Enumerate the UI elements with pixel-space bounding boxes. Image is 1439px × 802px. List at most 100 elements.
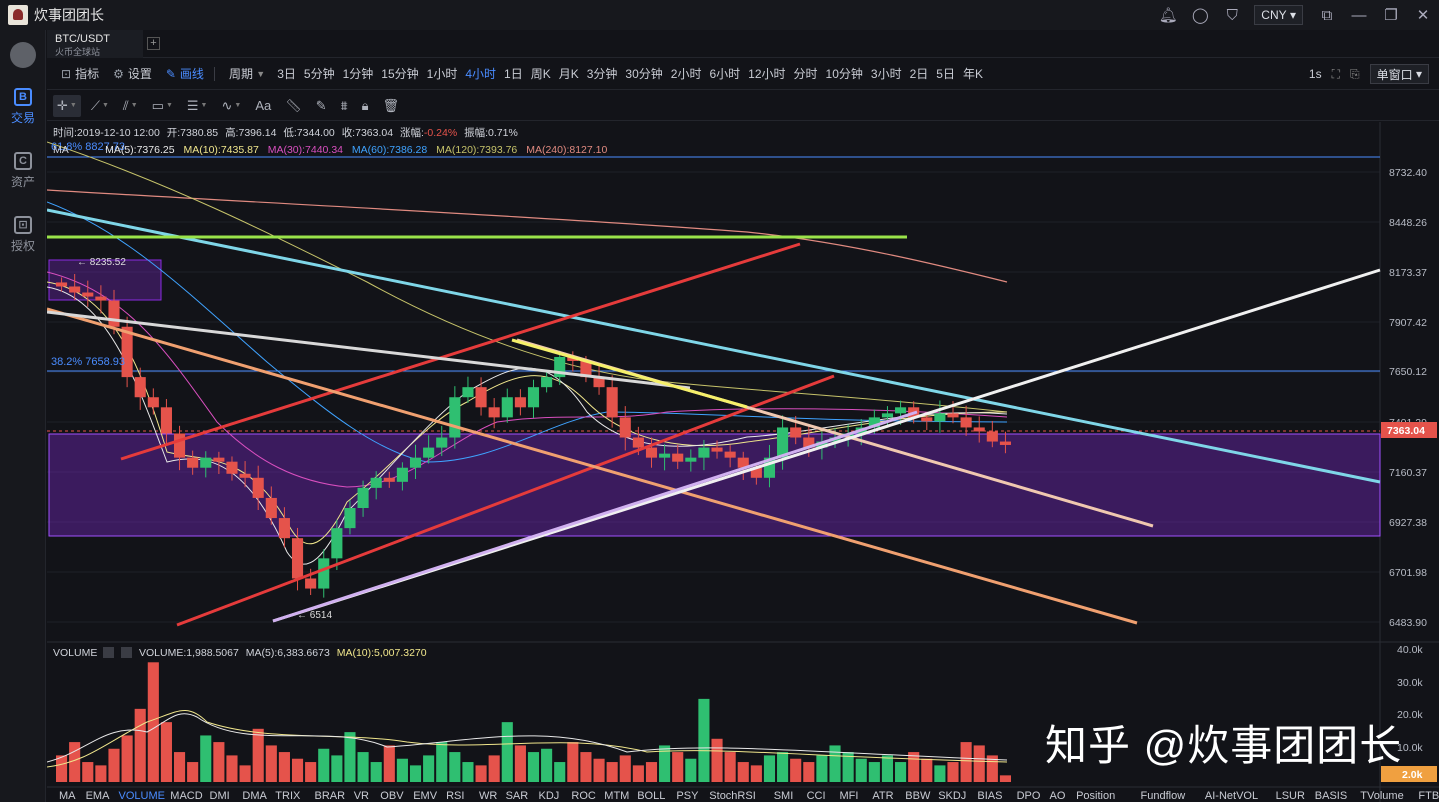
indicator-tab[interactable]: WR: [479, 790, 497, 802]
period-item[interactable]: 12小时: [748, 67, 786, 81]
indicator-tab[interactable]: BRAR: [315, 790, 346, 802]
indicator-tab[interactable]: EMA: [86, 790, 111, 802]
candle-body[interactable]: [95, 296, 107, 301]
candle-body[interactable]: [947, 413, 959, 418]
indicator-tab[interactable]: BBW: [905, 790, 931, 802]
period-item[interactable]: 3日: [277, 67, 296, 81]
candle-body[interactable]: [685, 457, 697, 462]
indicator-tab[interactable]: MTM: [604, 790, 629, 802]
indicator-tab[interactable]: AO: [1050, 790, 1066, 802]
trendline-yellow[interactable]: [511, 338, 748, 409]
candle-body[interactable]: [803, 437, 815, 448]
refresh-interval[interactable]: 1s: [1308, 67, 1322, 81]
indicator-tab[interactable]: MACD: [170, 790, 202, 802]
candle-body[interactable]: [527, 387, 540, 408]
candle-body[interactable]: [147, 397, 159, 408]
indicator-tab[interactable]: Fundflow: [1141, 790, 1186, 802]
indicator-tab[interactable]: FTBS: [1418, 790, 1439, 802]
ruler-icon[interactable]: 📏︎: [285, 97, 302, 113]
indicator-tab[interactable]: BASIS: [1315, 790, 1347, 802]
candle-body[interactable]: [488, 407, 500, 418]
candle-body[interactable]: [973, 427, 985, 432]
period-item[interactable]: 1小时: [426, 67, 458, 81]
indicator-tab[interactable]: AI-NetVOL: [1205, 790, 1258, 802]
candle-body[interactable]: [960, 417, 972, 428]
candle-body[interactable]: [514, 397, 526, 408]
candle-body[interactable]: [265, 497, 277, 519]
period-item[interactable]: 2小时: [670, 67, 702, 81]
chart-canvas[interactable]: ← 8235.52 ← 6514 61.8% 8827.73 38.2% 765…: [46, 122, 1439, 802]
candle-body[interactable]: [868, 417, 880, 428]
candle-body[interactable]: [82, 292, 94, 297]
chat-icon[interactable]: ◯: [1191, 7, 1209, 24]
indicator-tab[interactable]: TVolume: [1360, 790, 1403, 802]
parallel-tool[interactable]: ⫽ ▼: [122, 97, 138, 113]
period-item[interactable]: 6小时: [709, 67, 741, 81]
minimize-icon[interactable]: —: [1351, 6, 1367, 24]
sidebar-item-auth[interactable]: ⊡ 授权: [0, 216, 46, 254]
indicator-tab[interactable]: KDJ: [539, 790, 560, 802]
settings-button[interactable]: ⚙︎ 设置: [113, 65, 152, 82]
trendline-cyan[interactable]: [46, 208, 1381, 484]
candle-body[interactable]: [357, 487, 369, 508]
candle-body[interactable]: [449, 397, 461, 438]
period-item[interactable]: 分时: [793, 67, 818, 81]
candle-body[interactable]: [121, 326, 133, 378]
indicator-tab[interactable]: CCI: [807, 790, 826, 802]
indicator-tab[interactable]: DPO: [1017, 790, 1041, 802]
candle-body[interactable]: [580, 360, 592, 378]
restore-icon[interactable]: ❐: [1384, 7, 1398, 24]
period-item[interactable]: 2日: [909, 67, 929, 81]
candle-body[interactable]: [816, 441, 828, 448]
candle-body[interactable]: [698, 447, 710, 458]
indicator-tab[interactable]: StochRSI: [709, 790, 755, 802]
sidebar-item-trade[interactable]: B 交易: [0, 88, 46, 126]
indicator-tab[interactable]: Position: [1076, 790, 1115, 802]
indicator-tab[interactable]: LSUR: [1276, 790, 1305, 802]
indicator-button[interactable]: ⊡ 指标: [61, 65, 99, 82]
period-item[interactable]: 1日: [504, 67, 523, 81]
indicator-tab[interactable]: ATR: [872, 790, 893, 802]
indicator-tab[interactable]: BIAS: [977, 790, 1002, 802]
period-dropdown[interactable]: 周期 ▼: [228, 67, 266, 81]
price-chart[interactable]: ← 8235.52 ← 6514 61.8% 8827.73 38.2% 765…: [46, 122, 1439, 802]
candle-body[interactable]: [213, 457, 225, 462]
tab-btc-usdt[interactable]: BTC/USDT 火币全球站: [47, 30, 143, 58]
screenshot-icon[interactable]: ⎘: [1350, 66, 1360, 81]
text-tool[interactable]: Aa: [255, 98, 272, 113]
candle-body[interactable]: [567, 356, 579, 361]
candle-body[interactable]: [921, 417, 933, 422]
indicator-tab[interactable]: PSY: [676, 790, 699, 802]
candle-body[interactable]: [331, 528, 343, 559]
candle-body[interactable]: [986, 431, 998, 442]
candle-body[interactable]: [541, 377, 553, 388]
close-icon[interactable]: ✕: [1416, 7, 1430, 24]
period-item[interactable]: 周K: [530, 67, 551, 81]
indicator-tab[interactable]: VR: [354, 790, 369, 802]
candle-body[interactable]: [134, 377, 146, 398]
candle-body[interactable]: [632, 437, 644, 448]
period-item[interactable]: 10分钟: [825, 67, 863, 81]
candle-body[interactable]: [383, 477, 395, 482]
candle-body[interactable]: [56, 282, 68, 287]
candle-body[interactable]: [278, 518, 290, 539]
indicator-tab[interactable]: DMI: [210, 790, 230, 802]
candle-body[interactable]: [790, 427, 802, 438]
candle-body[interactable]: [777, 427, 789, 458]
candle-body[interactable]: [239, 473, 251, 478]
trendline-lavender[interactable]: [272, 410, 918, 623]
indicator-tab[interactable]: RSI: [446, 790, 464, 802]
volume-settings-icon[interactable]: [103, 647, 114, 658]
candle-body[interactable]: [711, 447, 723, 452]
trendline-red-upper[interactable]: [120, 242, 801, 461]
volume-close-icon[interactable]: [121, 647, 132, 658]
indicator-tab[interactable]: OBV: [380, 790, 404, 802]
candle-body[interactable]: [252, 477, 264, 498]
candle-body[interactable]: [999, 441, 1011, 445]
indicator-tab[interactable]: ROC: [571, 790, 596, 802]
candle-body[interactable]: [173, 433, 186, 458]
candle-body[interactable]: [160, 407, 172, 434]
rectangle-tool[interactable]: ▭ ▼: [151, 97, 173, 113]
draw-button[interactable]: ✎ 画线: [166, 65, 204, 82]
period-item[interactable]: 3分钟: [586, 67, 618, 81]
